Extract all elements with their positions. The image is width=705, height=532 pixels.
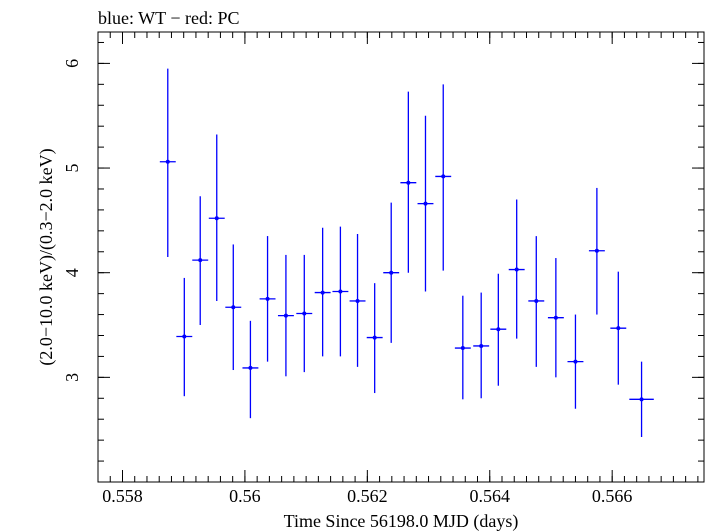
data-point: [588, 187, 605, 315]
point-marker: [165, 159, 170, 164]
data-point: [296, 254, 313, 373]
point-marker: [302, 311, 307, 316]
point-marker: [594, 248, 599, 253]
data-point: [417, 115, 434, 292]
data-point: [567, 314, 584, 409]
point-marker: [248, 365, 253, 370]
data-point: [473, 292, 490, 399]
data-point: [332, 226, 349, 357]
data-point: [349, 233, 366, 367]
point-marker: [355, 298, 360, 303]
data-point: [383, 202, 400, 343]
point-marker: [639, 397, 644, 402]
point-marker: [514, 267, 519, 272]
data-point: [400, 91, 417, 273]
data-point: [610, 271, 627, 385]
plot-frame: [97, 31, 705, 483]
data-point: [314, 227, 331, 357]
y-tick-label: 4: [62, 268, 82, 277]
point-marker: [182, 334, 187, 339]
point-marker: [553, 315, 558, 320]
point-marker: [441, 174, 446, 179]
x-tick-label: 0.564: [470, 486, 511, 506]
data-point: [225, 244, 242, 371]
data-point: [176, 277, 193, 397]
x-axis-label: Time Since 56198.0 MJD (days): [284, 511, 519, 532]
point-marker: [283, 313, 288, 318]
data-point: [528, 236, 545, 367]
point-marker: [573, 359, 578, 364]
data-point: [208, 134, 225, 301]
point-marker: [460, 346, 465, 351]
data-point: [547, 258, 564, 378]
point-marker: [423, 201, 428, 206]
data-point: [192, 196, 209, 326]
data-points: [159, 68, 654, 437]
point-marker: [496, 327, 501, 332]
axis-ticks: 0.558 0.56 0.562 0.564 0.566 3 4 5 6: [62, 32, 704, 506]
data-point: [159, 68, 176, 257]
point-marker: [198, 258, 203, 263]
data-point: [366, 283, 383, 394]
y-tick-label: 6: [62, 59, 82, 68]
x-tick-label: 0.56: [229, 486, 261, 506]
point-marker: [406, 180, 411, 185]
point-marker: [616, 326, 621, 331]
data-point: [454, 295, 471, 400]
point-marker: [534, 298, 539, 303]
x-tick-label: 0.566: [592, 486, 633, 506]
y-tick-label: 5: [62, 164, 82, 173]
point-marker: [231, 305, 236, 310]
data-point: [242, 320, 259, 419]
x-tick-label: 0.558: [102, 486, 143, 506]
data-point: [277, 254, 294, 377]
data-point: [435, 84, 452, 271]
point-marker: [479, 343, 484, 348]
y-axis-label: (2.0−10.0 keV)/(0.3−2.0 keV): [36, 148, 57, 365]
point-marker: [320, 290, 325, 295]
point-marker: [389, 270, 394, 275]
data-point: [508, 199, 525, 339]
data-point: [490, 273, 507, 386]
data-point: [629, 361, 654, 437]
point-marker: [338, 289, 343, 294]
point-marker: [214, 216, 219, 221]
x-tick-label: 0.562: [347, 486, 388, 506]
point-marker: [265, 296, 270, 301]
chart-header: blue: WT − red: PC: [98, 8, 239, 28]
y-tick-label: 3: [62, 373, 82, 382]
data-point: [259, 236, 276, 362]
point-marker: [372, 335, 377, 340]
